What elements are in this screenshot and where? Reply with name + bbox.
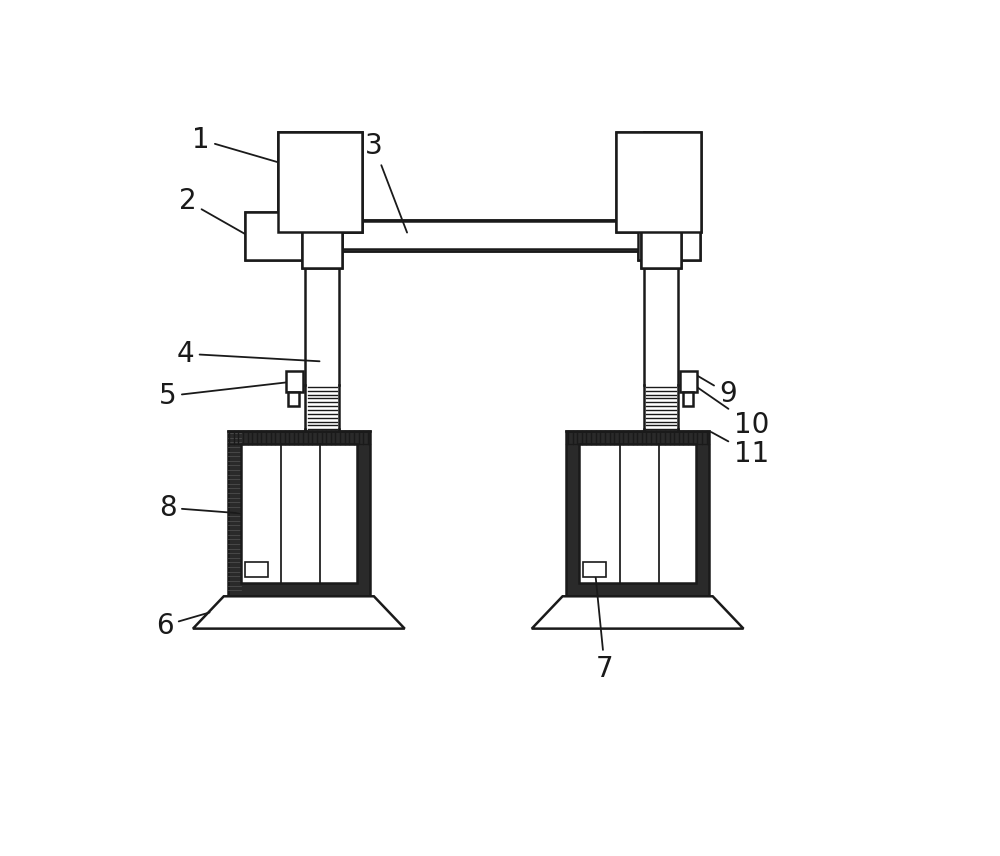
Bar [302,205,342,268]
Bar [566,431,709,597]
Bar [241,443,357,583]
Text: 6: 6 [156,611,210,639]
Bar [638,212,700,260]
Text: 10: 10 [691,383,769,438]
Text: 8: 8 [159,494,240,522]
Text: 11: 11 [711,432,769,468]
Bar [302,205,342,268]
Bar [641,220,682,251]
Text: 7: 7 [595,572,614,683]
Polygon shape [532,597,744,628]
Bar [228,431,370,597]
Text: 1: 1 [192,126,309,171]
Bar [579,443,696,583]
Text: 2: 2 [179,187,254,240]
Bar [641,205,681,268]
Bar [278,132,362,232]
Bar [683,392,693,406]
Bar [583,562,606,577]
Bar [342,220,682,251]
Bar [278,132,362,232]
Bar [286,371,303,392]
Bar [245,562,268,577]
Bar [278,132,362,232]
Bar [288,392,299,406]
Bar [638,212,700,260]
Bar [245,212,306,260]
Bar [342,220,682,251]
Bar [342,222,641,249]
Polygon shape [193,597,405,628]
Bar [680,371,697,392]
Bar [616,132,701,232]
Text: 3: 3 [365,132,407,233]
Bar [641,205,681,268]
Text: 5: 5 [159,382,292,410]
Text: 9: 9 [691,372,737,407]
Bar [245,212,306,260]
Bar [616,132,701,232]
Text: 4: 4 [176,340,320,368]
